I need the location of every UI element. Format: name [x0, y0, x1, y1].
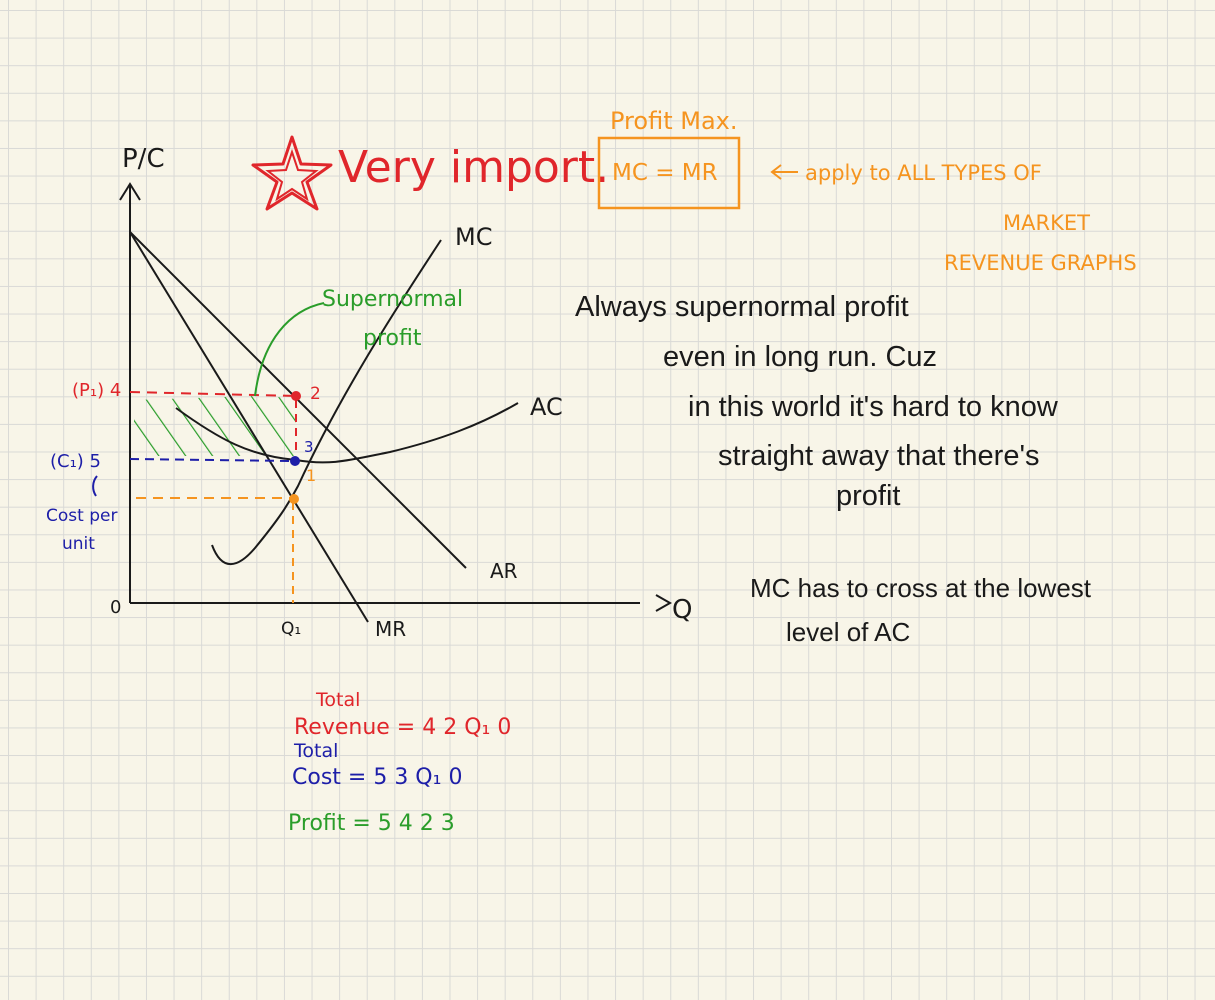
origin-label: 0: [110, 597, 121, 618]
total-cost: Cost = 5 3 Q₁ 0: [292, 765, 462, 790]
apply-note-line1: apply to ALL TYPES OF: [805, 161, 1042, 185]
mr-label: MR: [375, 617, 406, 641]
ac-curve: [175, 402, 519, 464]
star-icon: [251, 135, 333, 211]
cost-per-unit-line2: unit: [62, 534, 95, 554]
point-3-label: 3: [304, 438, 314, 456]
cost-per-unit-bracket: [92, 475, 98, 497]
cost-per-unit-line1: Cost per: [46, 506, 117, 526]
mc-curve: [211, 239, 442, 565]
ac-label: AC: [530, 393, 563, 421]
point-2-marker: [291, 391, 301, 401]
totals-block: Total Revenue = 4 2 Q₁ 0 Total Cost = 5 …: [288, 689, 511, 836]
apply-note-line2: MARKET: [1003, 211, 1090, 235]
note-line-2: even in long run. Cuz: [663, 341, 937, 373]
note-line-4: straight away that there's: [718, 440, 1039, 472]
note-line-3: in this world it's hard to know: [688, 391, 1059, 423]
p1-guide: [129, 391, 297, 397]
c1-label: (C₁) 5: [50, 451, 101, 472]
arrow-left-icon: [770, 164, 798, 180]
note-line-5: profit: [836, 480, 900, 512]
total-revenue-caption: Total: [315, 689, 360, 711]
rule-box: [597, 136, 741, 210]
x-axis-label: Q: [672, 595, 692, 625]
point-1-label: 1: [306, 466, 316, 485]
point-1-marker: [289, 494, 299, 504]
supernormal-pointer: [254, 302, 325, 397]
total-revenue: Revenue = 4 2 Q₁ 0: [294, 715, 511, 740]
note-line-1: Always supernormal profit: [575, 291, 909, 323]
q1-label: Q₁: [281, 619, 301, 639]
mc-note-line-2: level of AC: [786, 617, 910, 647]
y-axis-arrow-icon: [119, 182, 141, 201]
mc-note-line-1: MC has to cross at the lowest: [750, 573, 1092, 603]
profit-max-rule: MC = MR: [612, 160, 718, 186]
supernormal-profit-region: [134, 396, 296, 456]
mr-curve: [129, 231, 369, 623]
c1-guide: [129, 458, 295, 462]
ar-label: AR: [490, 559, 518, 583]
notes-block: Always supernormal profit even in long r…: [575, 291, 1092, 647]
x-axis-arrow-icon: [655, 594, 673, 612]
apply-note-line3: REVENUE GRAPHS: [944, 251, 1137, 275]
page-title: Very import.: [338, 142, 609, 193]
supernormal-label-line2: profit: [363, 326, 422, 351]
point-3-marker: [290, 456, 300, 466]
p1-label: (P₁) 4: [72, 380, 121, 401]
total-cost-caption: Total: [293, 740, 338, 762]
mc-label: MC: [455, 223, 492, 251]
point-2-label: 2: [310, 384, 321, 404]
supernormal-label-line1: Supernormal: [322, 287, 463, 312]
profit-graph: 2 3 1 Supernormal profit P/C Q 0 Q₁ MC A…: [46, 144, 692, 641]
profit-max-label: Profit Max.: [610, 107, 737, 135]
y-axis-label: P/C: [122, 144, 165, 174]
profit-total: Profit = 5 4 2 3: [288, 811, 455, 836]
